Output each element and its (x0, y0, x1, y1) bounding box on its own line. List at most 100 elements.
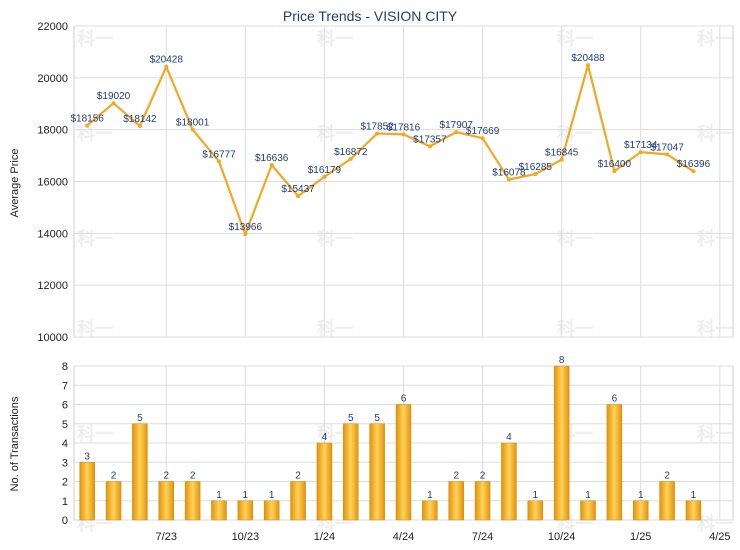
y-tick-label: 20000 (37, 73, 68, 85)
watermark-text: 科一 (77, 423, 113, 444)
price-data-label: $18156 (70, 114, 104, 125)
chart-title: Price Trends - VISION CITY (283, 8, 458, 24)
y-tick-label: 8 (62, 361, 68, 373)
transaction-data-label: 2 (453, 471, 459, 482)
price-point (164, 64, 169, 69)
price-point (665, 152, 670, 157)
price-data-label: $17357 (413, 134, 447, 145)
transaction-bar (395, 404, 412, 521)
transaction-data-label: 4 (506, 432, 512, 443)
price-data-label: $18001 (176, 118, 210, 129)
watermark-text: 科一 (317, 28, 353, 49)
y-tick-label: 4 (62, 438, 68, 450)
price-point (85, 123, 90, 128)
price-point (401, 132, 406, 137)
price-line-panel: 10000 12000 14000 16000 18000 20000 22000 $1815… (37, 21, 734, 344)
transaction-data-label: 1 (638, 490, 644, 501)
transaction-data-label: 2 (163, 471, 169, 482)
transaction-bar (158, 481, 175, 521)
transaction-data-label: 2 (664, 471, 670, 482)
transaction-data-label: 8 (559, 355, 565, 366)
price-data-label: $17852 (360, 122, 394, 133)
watermark-text: 科一 (697, 228, 733, 249)
y-tick-label: 12000 (37, 280, 68, 292)
watermark-text: 科一 (317, 123, 353, 144)
transaction-data-label: 2 (111, 471, 117, 482)
price-point (243, 232, 248, 237)
transaction-bar (448, 481, 464, 521)
watermark-text: 科一 (557, 123, 593, 144)
transaction-bar (184, 481, 201, 521)
transaction-data-label: 6 (612, 394, 618, 405)
watermark-text: 科一 (557, 228, 593, 249)
watermark-text: 科一 (77, 123, 113, 144)
watermark-text: 科一 (317, 228, 353, 249)
price-line (86, 64, 695, 236)
price-point (269, 163, 274, 168)
transaction-bar (132, 423, 148, 521)
price-point (216, 159, 221, 164)
price-data-label: $20488 (571, 53, 605, 64)
x-tick-label: 1/24 (314, 531, 335, 543)
transaction-data-label: 6 (401, 394, 407, 405)
watermark-text: 科一 (77, 28, 113, 49)
price-point (480, 136, 485, 141)
y-tick-label: 6 (62, 400, 68, 412)
transaction-bar (316, 442, 333, 521)
price-point (296, 194, 301, 199)
price-point (137, 123, 142, 128)
price-data-label: $16845 (545, 148, 579, 159)
transaction-data-label: 5 (348, 413, 354, 424)
watermark-text: 科一 (697, 123, 733, 144)
transactions-bar-panel: 0 1 2 3 4 5 6 7 8 3 2 5 2 2 1 1 1 2 4 5 5 6 1 2 2 4 1 8 1 6 1 2 1 7/23 10/… (62, 355, 734, 543)
transaction-bar (105, 481, 122, 521)
transaction-bar (263, 500, 280, 521)
price-data-label: $16872 (334, 147, 368, 158)
price-axis-label: Average Price (9, 149, 21, 218)
x-tick-label: 7/24 (472, 531, 493, 543)
x-tick-label: 10/24 (548, 531, 576, 543)
price-point (506, 177, 511, 182)
watermark-text: 科一 (77, 228, 113, 249)
price-point (691, 169, 696, 174)
x-tick-label: 1/25 (630, 531, 651, 543)
transaction-data-label: 2 (190, 471, 196, 482)
price-point (559, 157, 564, 162)
price-data-label: $17134 (624, 140, 658, 151)
watermark-text: 科一 (697, 28, 733, 49)
x-tick-label: 7/23 (156, 531, 177, 543)
y-tick-label: 2 (62, 477, 68, 489)
transaction-bar (343, 423, 359, 521)
price-point (454, 130, 459, 135)
transaction-data-label: 1 (533, 490, 539, 501)
y-tick-label: 18000 (37, 125, 68, 137)
transaction-bar (632, 500, 649, 521)
transaction-bar (237, 500, 254, 521)
price-point (638, 150, 643, 155)
transaction-bar (501, 442, 517, 521)
transaction-bar (422, 500, 438, 521)
transaction-data-label: 3 (84, 451, 90, 462)
transaction-data-label: 2 (480, 471, 486, 482)
transaction-data-label: 5 (374, 413, 380, 424)
transaction-bar (290, 481, 306, 521)
transaction-data-label: 4 (322, 432, 328, 443)
y-tick-label: 10000 (37, 332, 68, 344)
price-data-label: $20428 (150, 55, 184, 66)
y-tick-label: 0 (62, 515, 68, 527)
price-data-label: $17047 (650, 142, 684, 153)
transaction-bar (474, 481, 491, 521)
transaction-bar (553, 365, 570, 521)
watermark-text: 科一 (317, 318, 353, 339)
watermark-text: 科一 (557, 318, 593, 339)
y-tick-label: 1 (62, 496, 68, 508)
transaction-bar (211, 500, 227, 521)
transaction-bar (580, 500, 596, 521)
transaction-bar (527, 500, 544, 521)
price-data-label: $16179 (308, 165, 342, 176)
price-data-label: $16285 (519, 162, 553, 173)
y-tick-label: 14000 (37, 228, 68, 240)
y-tick-label: 7 (62, 380, 68, 392)
watermark-text: 科一 (697, 423, 733, 444)
